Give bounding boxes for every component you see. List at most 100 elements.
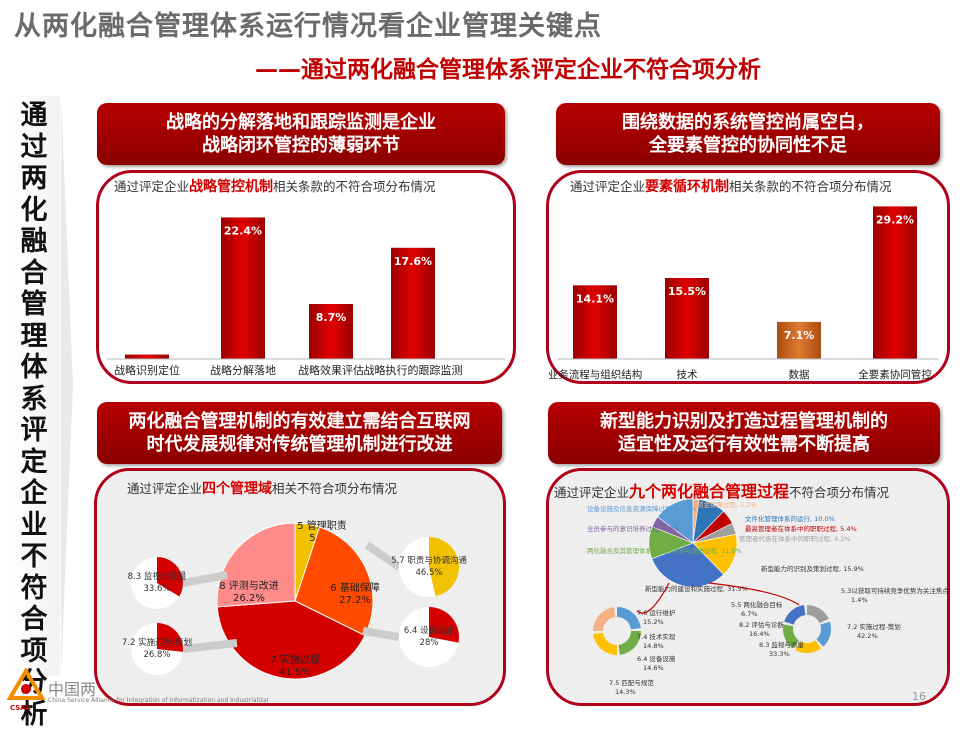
- sub-pie-connector-2: [364, 541, 402, 571]
- donut-left-label-3: 7.5 匹配与规范: [609, 678, 654, 687]
- bar-value-label-0: 0.7%: [132, 362, 163, 375]
- pie-slice-5: [651, 542, 725, 588]
- connector-right: [708, 582, 800, 606]
- pie-label-2: 7 实施过程: [270, 653, 320, 666]
- page-number: 16: [912, 690, 926, 703]
- panel-title-domains: 通过评定企业四个管理域相关不符合项分布情况: [127, 481, 398, 497]
- bar-2: [777, 321, 821, 359]
- donut-right-value-3: 33.3%: [769, 650, 790, 658]
- page-subtitle: ——通过两化融合管理体系评定企业不符合项分析: [255, 57, 761, 83]
- donut-left-value-1: 14.8%: [643, 642, 664, 650]
- sub-pie-connector-3: [362, 627, 400, 641]
- donut-right-label-2: 8.2 评估与诊断: [739, 620, 784, 629]
- side-vertical-text: 通过两化融合管理体系评定企业不符合项分析: [20, 100, 48, 730]
- pie-label-3: 8 评测与改进: [219, 579, 279, 592]
- connector-left: [636, 582, 670, 614]
- sub-pie-value-2: 46.5%: [415, 568, 442, 578]
- bar-value-label-3: 29.2%: [876, 213, 914, 226]
- x-tick-label-1: 战略分解落地: [210, 363, 276, 377]
- donut-right-value-4: 42.2%: [857, 632, 878, 640]
- donut-right-value-0: 1.4%: [851, 596, 868, 604]
- donut-right-segment-3: [783, 624, 799, 649]
- donut-right-label-4: 7.2 实施过程-策划: [847, 622, 901, 631]
- bar-0: [125, 354, 169, 359]
- pie-slice-1: [294, 526, 374, 637]
- sub-pie-connector-0: [182, 571, 228, 587]
- pie-chart-processes: 资金保障过程, 2.2% 文件化管理体系的运行, 10.0%最高管理者在体系中的职…: [587, 498, 947, 696]
- donut-left-value-0: 15.2%: [643, 618, 664, 626]
- side-bar: [8, 96, 60, 676]
- pie-annotation-3: 管理者代表在体系中的职职过程, 4.2%: [739, 534, 851, 543]
- donut-left-segment-3: [593, 607, 616, 631]
- bar-3: [873, 206, 917, 359]
- csaii-logo: CSAII: [6, 667, 46, 712]
- donut-right-value-1: 6.7%: [741, 610, 758, 618]
- pie-annotation-5: 新型能力的建设和实施过程, 31.5%: [645, 584, 748, 593]
- panel-title-strategy: 通过评定企业战略管控机制相关条款的不符合项分布情况: [114, 179, 436, 195]
- sub-pie-slice-0: [157, 557, 183, 597]
- sub-pie-connector-1: [182, 639, 238, 653]
- logo-mark: CSAII: [10, 704, 31, 712]
- donut-left-label-2: 6.4 设备设施: [637, 654, 676, 663]
- bar-value-label-1: 15.5%: [668, 285, 706, 298]
- bar-chart-elements: 14.1% 业务流程与组织结构 15.5% 技术 7.1% 数据 29.2% 全要素协同管控: [549, 206, 939, 381]
- bar-0: [573, 285, 617, 359]
- bar-value-label-2: 7.1%: [784, 329, 815, 342]
- heading-capability: 新型能力识别及打造过程管理机制的 适宜性及运行有效性需不断提高: [548, 402, 940, 464]
- donut-right-label-0: 5.3以获取可持续竞争优势为关注焦点: [841, 586, 947, 595]
- pie-annotation-4: 新型能力的识别及策划过程, 15.9%: [761, 564, 864, 573]
- pie-annotation-0: 资金保障过程, 2.2%: [697, 500, 757, 509]
- panel-title-processes: 通过评定企业九个两化融合管理过程不符合项分布情况: [554, 482, 890, 501]
- pie-slice-8: [657, 498, 694, 544]
- x-tick-label-1: 技术: [677, 368, 698, 381]
- pie-label-0: 5 管理职责: [297, 519, 347, 532]
- sub-pie-label-2: 5.7 职责与协调沟通: [391, 555, 467, 566]
- heading-strategy: 战略的分解落地和跟踪监测是企业 战略闭环管控的薄弱环节: [97, 103, 505, 165]
- pie-annotation-7: 全员参与的意识培养过程, 4.0%: [587, 524, 679, 533]
- x-tick-label-3: 战略执行的跟踪监测: [364, 363, 463, 377]
- logo-subtext: China Service Alliance for Integration o…: [48, 697, 268, 704]
- pie-value-1: 27.2%: [339, 595, 371, 606]
- pie-annotation-6: 两化融合及其管理体系绩效的评测与改进过程, 11.9%: [587, 546, 742, 555]
- heading-mechanism: 两化融合管理机制的有效建立需结合互联网 时代发展规律对传统管理机制进行改进: [97, 402, 502, 464]
- pie-annotation-2: 最高管理者在体系中的职职过程, 5.4%: [745, 524, 857, 533]
- donut-left-value-3: 14.3%: [615, 688, 636, 696]
- bar-chart-strategy: 0.7%战略识别定位 22.4% 战略分解落地 8.7% 战略效果评估 17.6% 战略执行…: [107, 217, 505, 377]
- pie-value-2: 41.5%: [279, 667, 311, 678]
- heading-data: 围绕数据的系统管控尚属空白， 全要素管控的协同性不足: [556, 103, 940, 165]
- donut-left-value-2: 14.6%: [643, 664, 664, 672]
- x-tick-label-3: 全要素协同管控: [858, 368, 932, 381]
- donut-right-segment-2: [795, 640, 822, 653]
- bar-1: [665, 278, 709, 359]
- sub-pie-slice-3: [429, 607, 459, 643]
- bar-2: [309, 304, 353, 359]
- x-tick-label-2: 战略效果评估: [298, 363, 364, 377]
- bar-3: [391, 247, 435, 359]
- donut-left-label-1: 7.4 技术实现: [637, 632, 676, 641]
- pie-value-3: 26.2%: [233, 593, 265, 604]
- x-tick-label-0: 业务流程与组织结构: [549, 368, 642, 381]
- donut-left-segment-2: [593, 632, 617, 655]
- sub-pie-value-0: 33.6%: [143, 584, 170, 594]
- side-arrow: [61, 96, 73, 676]
- donut-right-label-3: 8.3 监视与测量: [759, 640, 804, 649]
- sub-pie-slice-2: [429, 537, 460, 597]
- panel-strategy: 0.7% 战略识别定位 22.4% 战略分解落地 8.7% 战略效果评估 17.6% 战略执行…: [96, 170, 516, 384]
- panel-title-elements: 通过评定企业要素循环机制相关条款的不符合项分布情况: [570, 179, 892, 195]
- x-tick-label-0: 战略识别定位: [114, 363, 180, 377]
- sub-pie-label-3: 6.4 设备设施: [404, 625, 455, 636]
- panel-processes: 资金保障过程, 2.2% 文件化管理体系的运行, 10.0% 最高管理者在体系中的职…: [546, 468, 950, 706]
- donut-right-segment-1: [816, 621, 831, 647]
- donut-right-segment-0: [807, 605, 829, 624]
- x-tick-label-2: 数据: [789, 368, 810, 381]
- sub-pie-value-3: 28%: [420, 638, 439, 648]
- bar-value-label-2: 8.7%: [316, 311, 347, 324]
- panel-elements: 14.1% 业务流程与组织结构 15.5% 技术 7.1% 数据 29.2% 全要素协同管控: [546, 170, 950, 384]
- pie-slice-3: [216, 522, 296, 608]
- sub-pie-label-0: 8.3 监视与测量: [128, 571, 187, 582]
- donut-left-segment-0: [617, 607, 641, 630]
- sub-pie-value-1: 26.8%: [143, 650, 170, 660]
- page-title: 从两化融合管理体系运行情况看企业管理关键点: [14, 11, 602, 42]
